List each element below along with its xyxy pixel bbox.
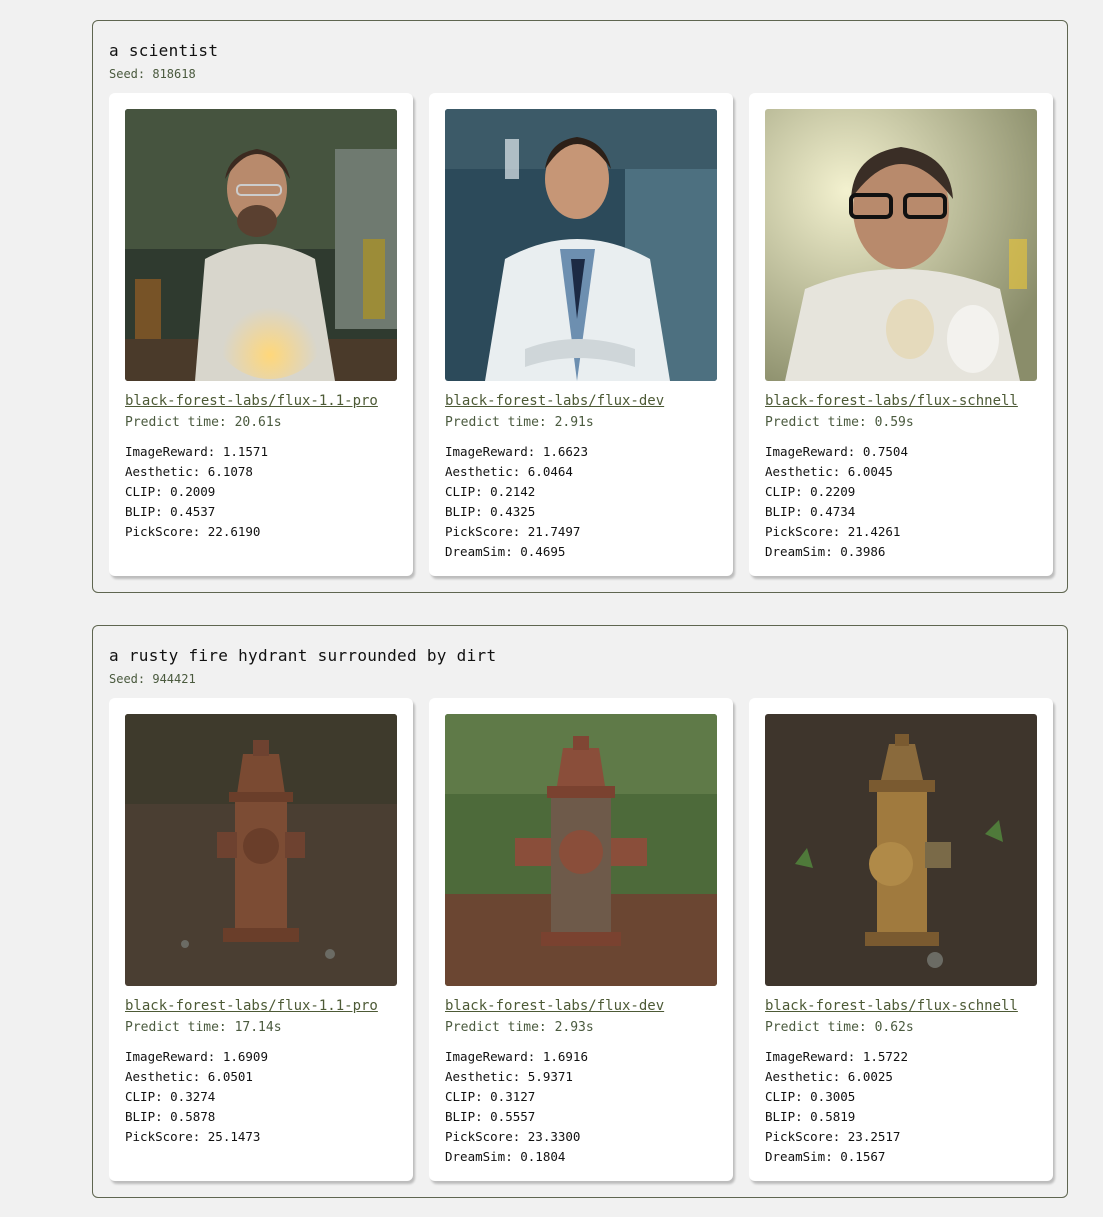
model-link[interactable]: black-forest-labs/flux-schnell [765, 393, 1018, 409]
result-card: black-forest-labs/flux-1.1-pro Predict t… [109, 698, 413, 1181]
model-link[interactable]: black-forest-labs/flux-schnell [765, 998, 1018, 1014]
metrics-list: ImageReward: 1.5722 Aesthetic: 6.0025 CL… [765, 1047, 1037, 1167]
metric-pickscore: PickScore: 23.3300 [445, 1129, 581, 1144]
metric-dreamsim: DreamSim: 0.1804 [445, 1149, 566, 1164]
metric-imagereward: ImageReward: 1.6916 [445, 1049, 588, 1064]
metric-pickscore: PickScore: 22.6190 [125, 524, 261, 539]
metric-clip: CLIP: 0.3005 [765, 1089, 856, 1104]
result-card: black-forest-labs/flux-dev Predict time:… [429, 93, 733, 576]
metric-imagereward: ImageReward: 1.6623 [445, 444, 588, 459]
generated-image-hydrant-dev[interactable] [445, 714, 717, 986]
metric-imagereward: ImageReward: 1.1571 [125, 444, 268, 459]
result-card: black-forest-labs/flux-schnell Predict t… [749, 698, 1053, 1181]
generated-image-hydrant-pro[interactable] [125, 714, 397, 986]
metric-blip: BLIP: 0.5557 [445, 1109, 536, 1124]
metrics-list: ImageReward: 1.6909 Aesthetic: 6.0501 CL… [125, 1047, 397, 1147]
metrics-list: ImageReward: 1.6916 Aesthetic: 5.9371 CL… [445, 1047, 717, 1167]
prompt-title: a rusty fire hydrant surrounded by dirt [109, 646, 497, 665]
metric-imagereward: ImageReward: 1.5722 [765, 1049, 908, 1064]
metrics-list: ImageReward: 0.7504 Aesthetic: 6.0045 CL… [765, 442, 1037, 562]
metric-clip: CLIP: 0.2009 [125, 484, 216, 499]
results-list: a scientist Seed: 818618 [92, 20, 1068, 1198]
seed-label: Seed: 818618 [109, 67, 196, 81]
generated-image-hydrant-schnell[interactable] [765, 714, 1037, 986]
metric-dreamsim: DreamSim: 0.1567 [765, 1149, 886, 1164]
metric-blip: BLIP: 0.5878 [125, 1109, 216, 1124]
card-row: black-forest-labs/flux-1.1-pro Predict t… [109, 93, 1053, 576]
predict-time: Predict time: 2.91s [445, 415, 594, 430]
metric-imagereward: ImageReward: 0.7504 [765, 444, 908, 459]
result-card: black-forest-labs/flux-dev Predict time:… [429, 698, 733, 1181]
seed-label: Seed: 944421 [109, 672, 196, 686]
metric-dreamsim: DreamSim: 0.4695 [445, 544, 566, 559]
metrics-list: ImageReward: 1.1571 Aesthetic: 6.1078 CL… [125, 442, 397, 542]
metric-blip: BLIP: 0.4537 [125, 504, 216, 519]
metric-pickscore: PickScore: 25.1473 [125, 1129, 261, 1144]
prompt-title: a scientist [109, 41, 219, 60]
metric-clip: CLIP: 0.2142 [445, 484, 536, 499]
prompt-group: a rusty fire hydrant surrounded by dirt … [92, 625, 1068, 1198]
model-link[interactable]: black-forest-labs/flux-dev [445, 393, 665, 409]
result-card: black-forest-labs/flux-1.1-pro Predict t… [109, 93, 413, 576]
predict-time: Predict time: 0.62s [765, 1020, 914, 1035]
metric-pickscore: PickScore: 21.7497 [445, 524, 581, 539]
metric-aesthetic: Aesthetic: 6.1078 [125, 464, 253, 479]
predict-time: Predict time: 2.93s [445, 1020, 594, 1035]
metric-clip: CLIP: 0.3274 [125, 1089, 216, 1104]
result-card: black-forest-labs/flux-schnell Predict t… [749, 93, 1053, 576]
model-link[interactable]: black-forest-labs/flux-dev [445, 998, 665, 1014]
metric-aesthetic: Aesthetic: 6.0045 [765, 464, 893, 479]
predict-time: Predict time: 17.14s [125, 1020, 282, 1035]
generated-image-scientist-dev[interactable] [445, 109, 717, 381]
predict-time: Predict time: 0.59s [765, 415, 914, 430]
metric-clip: CLIP: 0.2209 [765, 484, 856, 499]
metric-blip: BLIP: 0.5819 [765, 1109, 856, 1124]
metrics-list: ImageReward: 1.6623 Aesthetic: 6.0464 CL… [445, 442, 717, 562]
metric-aesthetic: Aesthetic: 6.0025 [765, 1069, 893, 1084]
metric-blip: BLIP: 0.4325 [445, 504, 536, 519]
metric-pickscore: PickScore: 23.2517 [765, 1129, 901, 1144]
metric-dreamsim: DreamSim: 0.3986 [765, 544, 886, 559]
generated-image-scientist-schnell[interactable] [765, 109, 1037, 381]
metric-clip: CLIP: 0.3127 [445, 1089, 536, 1104]
model-link[interactable]: black-forest-labs/flux-1.1-pro [125, 393, 378, 409]
prompt-group: a scientist Seed: 818618 [92, 20, 1068, 593]
card-row: black-forest-labs/flux-1.1-pro Predict t… [109, 698, 1053, 1181]
model-link[interactable]: black-forest-labs/flux-1.1-pro [125, 998, 378, 1014]
metric-aesthetic: Aesthetic: 6.0464 [445, 464, 573, 479]
metric-aesthetic: Aesthetic: 5.9371 [445, 1069, 573, 1084]
metric-imagereward: ImageReward: 1.6909 [125, 1049, 268, 1064]
metric-blip: BLIP: 0.4734 [765, 504, 856, 519]
generated-image-scientist-pro[interactable] [125, 109, 397, 381]
metric-pickscore: PickScore: 21.4261 [765, 524, 901, 539]
metric-aesthetic: Aesthetic: 6.0501 [125, 1069, 253, 1084]
predict-time: Predict time: 20.61s [125, 415, 282, 430]
